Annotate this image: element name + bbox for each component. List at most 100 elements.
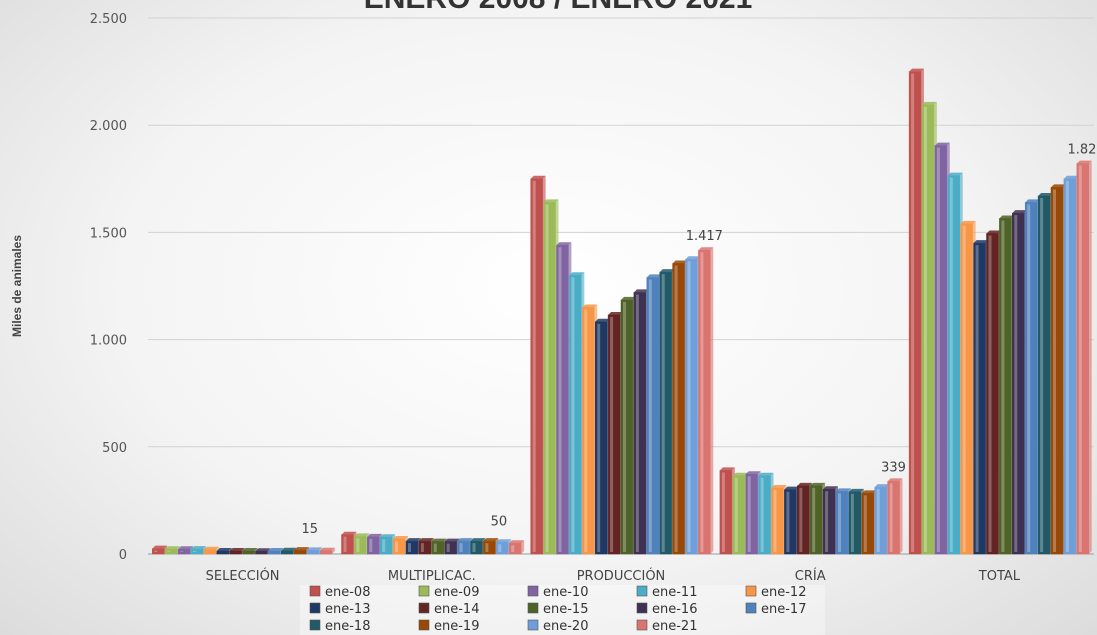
bar (530, 178, 543, 555)
legend-swatch (527, 585, 539, 597)
bar-highlight (687, 261, 691, 552)
bar (281, 550, 294, 555)
bar-side-face (710, 247, 714, 555)
category-label: MULTIPLICAC. (388, 569, 476, 584)
bar-highlight (838, 493, 841, 552)
bar-top-face (1076, 160, 1092, 164)
bar (1024, 202, 1038, 555)
bar-top-face (973, 240, 989, 244)
bar-top-face (509, 540, 525, 544)
bar-top-face (556, 242, 572, 246)
bar (306, 550, 320, 555)
category-label: PRODUCCIÓN (577, 568, 666, 584)
bar-highlight (936, 147, 940, 552)
bar-top-face (354, 533, 370, 537)
bar-top-face (418, 538, 434, 542)
legend-entry: ene-11 (652, 585, 697, 600)
data-label: 1.821 (1067, 143, 1097, 158)
bar (620, 299, 634, 555)
bar (508, 543, 522, 555)
y-tick-label: 0 (119, 548, 127, 563)
bar-top-face (483, 538, 499, 542)
category-label: CRÍA (795, 568, 826, 584)
bar-highlight (1001, 220, 1005, 553)
legend-swatch (745, 585, 757, 597)
bar-top-face (732, 472, 748, 476)
bar-top-face (1025, 199, 1041, 203)
bar-highlight (911, 73, 915, 552)
bar (556, 245, 569, 555)
bar-top-face (861, 490, 877, 494)
bar-top-face (1063, 175, 1079, 179)
bar (607, 314, 621, 555)
bar-top-face (698, 247, 714, 251)
bar-top-face (909, 68, 924, 72)
bar-side-face (521, 540, 525, 554)
bar (229, 550, 242, 555)
bar-highlight (949, 177, 953, 553)
bar (771, 487, 784, 555)
bar-highlight (459, 543, 463, 552)
bar-highlight (876, 489, 880, 552)
legend-swatch (745, 602, 757, 614)
bar-highlight (773, 489, 777, 552)
legend-swatch (418, 619, 430, 631)
legend-swatch (309, 619, 321, 631)
bar (431, 541, 444, 555)
bar-highlight (571, 277, 575, 552)
bar-highlight (369, 538, 373, 552)
bar (190, 548, 204, 555)
bar (444, 541, 457, 555)
bar (242, 550, 255, 555)
bar-highlight (180, 551, 184, 552)
bar (418, 540, 432, 555)
bar (921, 104, 935, 555)
bar (496, 541, 509, 555)
bar (1050, 187, 1064, 555)
bar-top-face (294, 547, 310, 551)
bar (973, 242, 986, 555)
y-tick-label: 1.500 (90, 226, 127, 241)
legend-swatch (636, 619, 648, 631)
bar (1063, 178, 1077, 555)
bar-highlight (962, 225, 966, 552)
bar-top-face (621, 296, 636, 300)
bar-top-face (281, 547, 297, 551)
bar-top-face (444, 538, 460, 542)
legend-swatch (309, 585, 321, 597)
bar (203, 549, 217, 555)
category-label: TOTAL (978, 569, 1021, 584)
bar-highlight (1053, 189, 1056, 552)
data-label: 339 (881, 460, 906, 475)
bar-highlight (812, 487, 816, 552)
bar-highlight (661, 274, 665, 552)
bar (861, 493, 874, 555)
bar-highlight (1014, 215, 1018, 552)
bar (367, 536, 380, 555)
bar-highlight (825, 491, 829, 552)
bar-top-face (887, 478, 903, 482)
data-label: 50 (491, 514, 508, 529)
bar-highlight (721, 472, 725, 552)
bar-top-face (341, 531, 357, 535)
legend-swatch (636, 585, 648, 597)
bar-highlight (558, 247, 562, 552)
bar-top-face (496, 539, 512, 543)
bar-highlight (433, 543, 437, 552)
bar-highlight (584, 309, 588, 552)
legend-entry: ene-14 (434, 602, 479, 617)
bar-highlight (850, 493, 854, 552)
bar (809, 485, 823, 555)
legend-swatch (636, 602, 648, 614)
bar (1012, 212, 1025, 555)
legend-box (300, 585, 825, 635)
legend-entry: ene-21 (652, 619, 697, 634)
bar-top-face (999, 215, 1015, 219)
bar-highlight (924, 106, 927, 552)
bar-highlight (623, 301, 626, 552)
bar-top-face (543, 199, 559, 203)
bar-top-face (685, 256, 701, 260)
bar (457, 540, 470, 555)
bar-top-face (608, 311, 623, 315)
bar-top-face (758, 472, 774, 476)
